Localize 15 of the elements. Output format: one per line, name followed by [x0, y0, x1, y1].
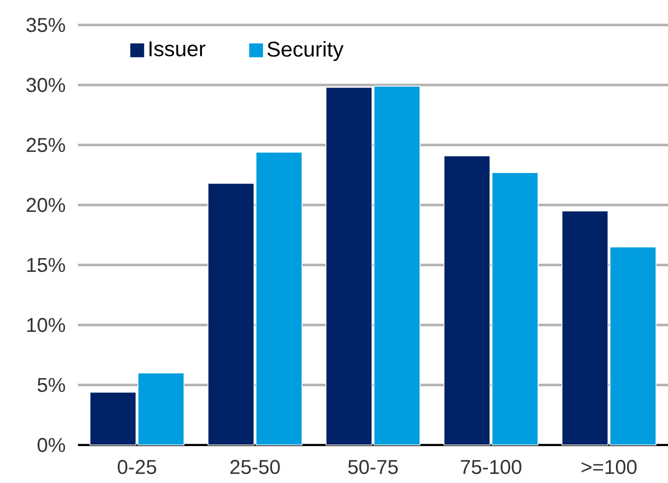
y-tick-label: 25% [26, 138, 66, 152]
x-tick-label: 75-100 [460, 460, 522, 474]
y-tick-label: 35% [26, 18, 66, 32]
y-tick-label: 0% [38, 438, 66, 452]
legend-label: Issuer [150, 41, 206, 56]
x-tick-label: 50-75 [348, 460, 398, 474]
x-tick-label: >=100 [582, 460, 637, 474]
x-tick-label: 0-25 [118, 460, 156, 474]
y-tick-label: 20% [26, 198, 66, 212]
legend-label: Security [267, 41, 344, 61]
y-tick-label: 5% [38, 378, 66, 392]
y-tick-label: 15% [27, 258, 66, 272]
x-tick-label: 25-50 [230, 460, 280, 474]
y-tick-label: 30% [26, 78, 66, 92]
y-tick-label: 10% [27, 318, 66, 332]
